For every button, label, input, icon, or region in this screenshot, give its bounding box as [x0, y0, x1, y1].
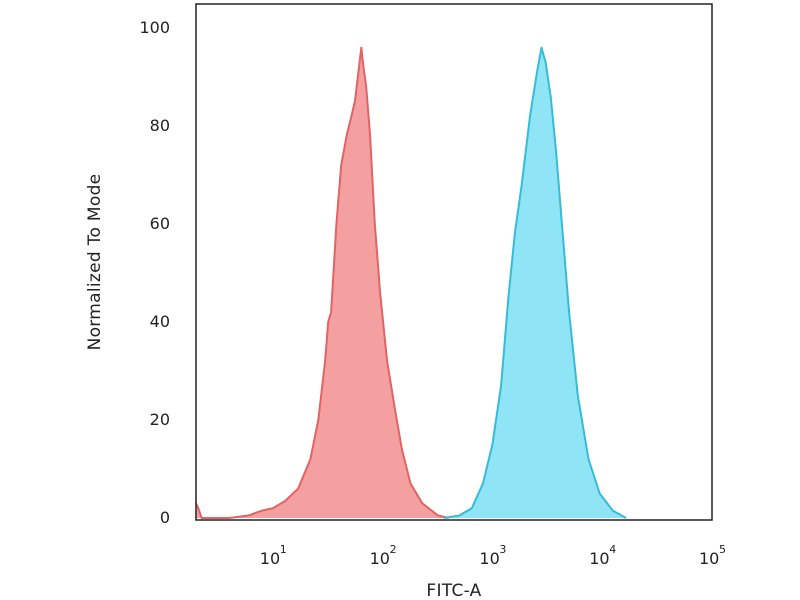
x-tick-label: 10 2: [370, 543, 397, 568]
x-tick-label: 10 1: [260, 543, 287, 568]
y-tick-labels: 0 20 40 60 80 100: [139, 18, 170, 527]
y-tick-label: 60: [150, 214, 170, 233]
svg-text:1: 1: [280, 543, 287, 556]
y-axis-label: Normalized To Mode: [85, 174, 105, 351]
y-tick-label: 0: [160, 508, 170, 527]
x-tick-label: 10 3: [479, 543, 506, 568]
y-tick-label: 100: [139, 18, 170, 37]
svg-text:4: 4: [609, 543, 616, 556]
series-layer: [195, 46, 627, 519]
plot-frame: [195, 3, 713, 521]
x-tick-label: 10 4: [589, 543, 616, 568]
x-tick-label: 10 5: [699, 543, 726, 568]
y-tick-label: 20: [150, 410, 170, 429]
series-1-line: [195, 46, 449, 519]
x-tick-labels: 10 1 10 2 10 3 10 4 10 5: [260, 543, 726, 568]
series-1-area: [196, 47, 449, 518]
y-tick-label: 40: [150, 312, 170, 331]
svg-text:10: 10: [479, 549, 499, 568]
y-tick-label: 80: [150, 116, 170, 135]
series-2-area: [443, 47, 627, 518]
svg-text:10: 10: [370, 549, 390, 568]
svg-text:10: 10: [699, 549, 719, 568]
series-2-line: [443, 46, 627, 519]
svg-text:10: 10: [260, 549, 280, 568]
x-axis-label: FITC-A: [426, 581, 481, 600]
svg-text:2: 2: [390, 543, 397, 556]
svg-text:10: 10: [589, 549, 609, 568]
svg-text:5: 5: [719, 543, 726, 556]
svg-text:3: 3: [499, 543, 506, 556]
